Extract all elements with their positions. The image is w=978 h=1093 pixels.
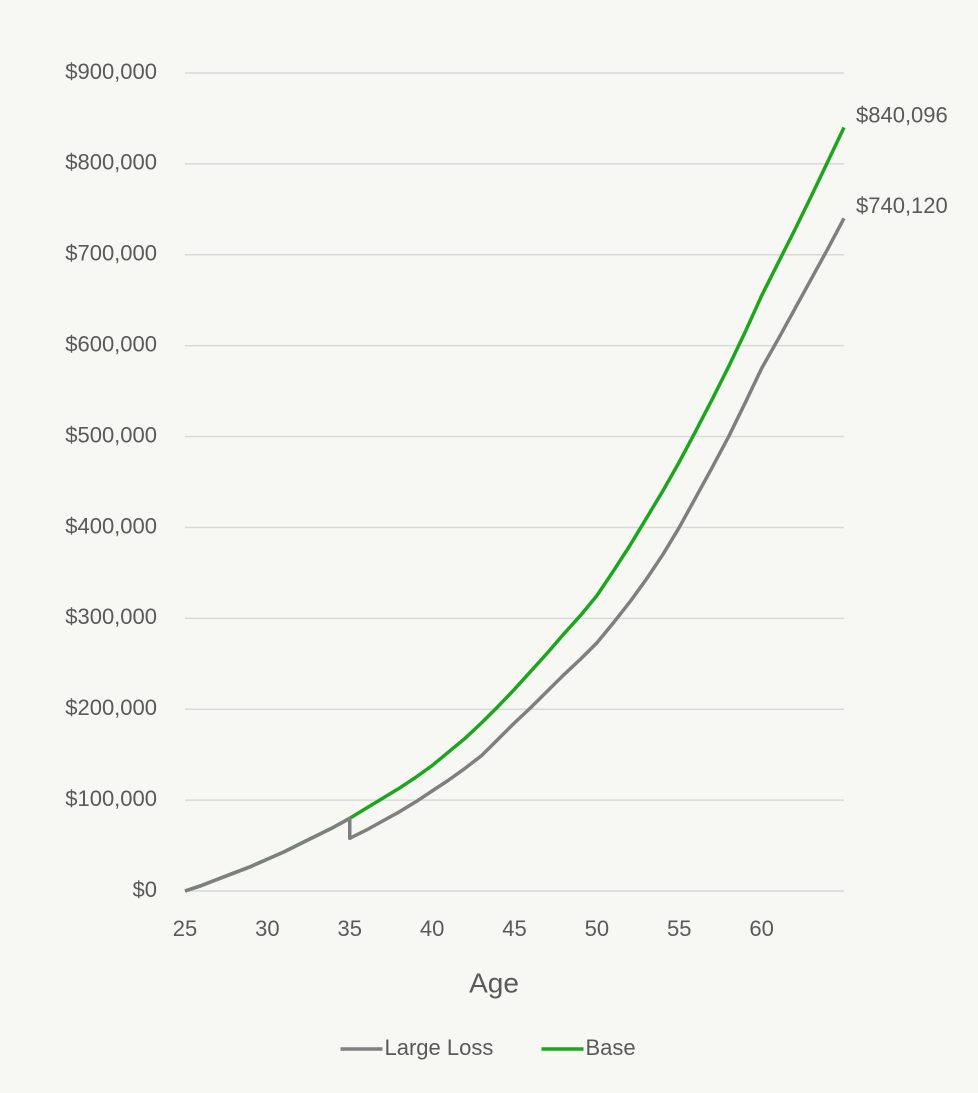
x-tick-label: 60 — [749, 916, 773, 941]
legend-label: Large Loss — [385, 1035, 494, 1060]
y-tick-label: $600,000 — [65, 331, 157, 356]
y-tick-label: $0 — [133, 877, 157, 902]
y-tick-label: $500,000 — [65, 422, 157, 447]
end-value-label: $740,120 — [856, 193, 948, 218]
x-tick-label: 45 — [502, 916, 526, 941]
x-tick-label: 25 — [173, 916, 197, 941]
y-tick-label: $400,000 — [65, 513, 157, 538]
x-axis-title: Age — [469, 967, 519, 998]
x-tick-label: 30 — [255, 916, 279, 941]
data-line — [184, 126, 846, 893]
y-tick-label: $100,000 — [65, 786, 157, 811]
end-value-label: $840,096 — [856, 102, 948, 127]
x-tick-label: 50 — [585, 916, 609, 941]
x-tick-label: 40 — [420, 916, 444, 941]
y-tick-label: $200,000 — [65, 695, 157, 720]
x-tick-label: 35 — [338, 916, 362, 941]
y-tick-label: $700,000 — [65, 241, 157, 266]
y-tick-label: $900,000 — [65, 59, 157, 84]
legend-label: Base — [586, 1035, 636, 1060]
y-tick-label: $300,000 — [65, 604, 157, 629]
data-line — [184, 217, 846, 893]
x-tick-label: 55 — [667, 916, 691, 941]
y-tick-label: $800,000 — [65, 150, 157, 175]
